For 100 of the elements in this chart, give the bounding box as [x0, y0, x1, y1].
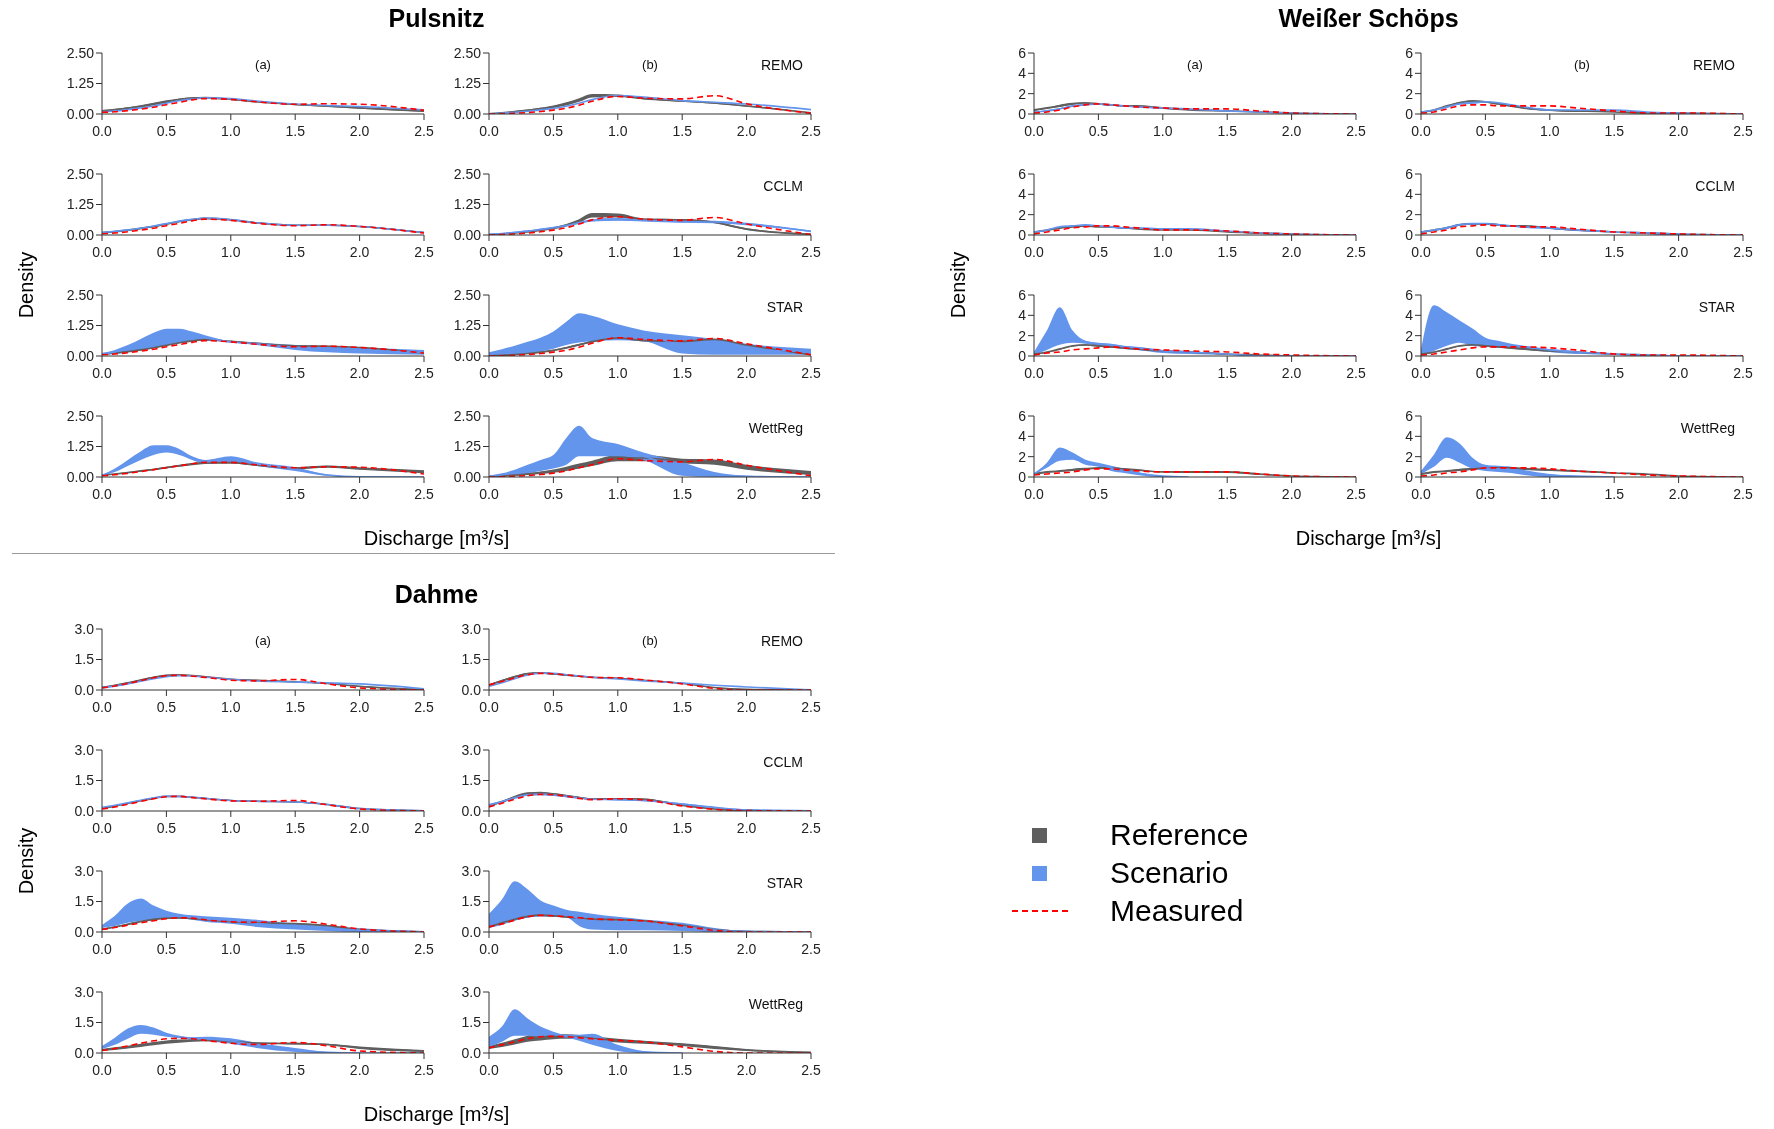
x-tick-label: 2.5 — [801, 1061, 821, 1078]
x-tick-label: 2.5 — [1733, 485, 1753, 502]
y-tick-label: 1.25 — [453, 317, 482, 334]
y-tick-label: 0.00 — [66, 468, 95, 485]
x-tick-label: 1.5 — [672, 243, 693, 260]
x-tick-label: 1.0 — [608, 243, 628, 260]
y-tick-label: 0.00 — [453, 347, 482, 364]
y-tick-label: 0 — [1405, 105, 1414, 122]
x-tick-label: 1.5 — [285, 698, 306, 715]
y-tick-label: 4 — [1018, 307, 1027, 324]
x-tick-label: 0.5 — [543, 819, 564, 836]
x-tick-label: 0.5 — [543, 122, 564, 139]
annotation: CCLM — [763, 754, 803, 770]
x-tick-label: 1.5 — [285, 940, 306, 957]
y-tick-label: 0 — [1405, 468, 1414, 485]
x-tick-label: 2.0 — [736, 243, 757, 260]
x-tick-label: 2.5 — [414, 940, 434, 957]
x-tick-label: 0.5 — [543, 243, 564, 260]
y-tick-label: 6 — [1018, 407, 1027, 424]
y-tick-label: 2 — [1018, 448, 1027, 465]
y-tick-label: 0.0 — [461, 1044, 482, 1061]
x-tick-label: 1.5 — [1217, 485, 1238, 502]
x-tick-label: 2.5 — [801, 122, 821, 139]
x-tick-label: 1.0 — [221, 940, 241, 957]
x-tick-label: 2.5 — [801, 364, 821, 381]
x-tick-label: 2.5 — [414, 698, 434, 715]
y-tick-label: 3.0 — [461, 620, 482, 637]
x-tick-label: 0.5 — [156, 243, 177, 260]
annotation: STAR — [766, 299, 803, 315]
y-tick-label: 2 — [1405, 85, 1414, 102]
y-tick-label: 2 — [1405, 327, 1414, 344]
y-tick-label: 0.00 — [66, 105, 95, 122]
x-tick-label: 0.5 — [1475, 122, 1496, 139]
x-tick-label: 0.5 — [543, 1061, 564, 1078]
y-tick-label: 4 — [1018, 428, 1027, 445]
y-tick-label: 6 — [1405, 286, 1414, 303]
annotation: STAR — [1698, 299, 1735, 315]
x-tick-label: 0.0 — [479, 940, 499, 957]
x-tick-label: 1.0 — [608, 819, 628, 836]
chart-title: Pulsnitz — [387, 4, 486, 33]
y-tick-label: 1.25 — [453, 75, 482, 92]
y-tick-label: 1.5 — [461, 772, 482, 789]
x-tick-label: 2.0 — [736, 940, 757, 957]
x-tick-label: 0.5 — [1475, 364, 1496, 381]
y-tick-label: 1.25 — [66, 196, 95, 213]
y-tick-label: 3.0 — [461, 983, 482, 1000]
x-axis-title: Discharge [m³/s] — [362, 527, 511, 550]
y-tick-label: 3.0 — [461, 862, 482, 879]
legend-label: Reference — [1110, 818, 1249, 852]
x-tick-label: 1.5 — [285, 364, 306, 381]
x-tick-label: 2.0 — [349, 940, 370, 957]
y-tick-label: 4 — [1405, 428, 1414, 445]
y-tick-label: 3.0 — [74, 620, 95, 637]
x-tick-label: 0.5 — [543, 364, 564, 381]
x-tick-label: 0.0 — [479, 243, 499, 260]
x-tick-label: 1.0 — [1540, 485, 1560, 502]
y-tick-label: 1.5 — [461, 651, 482, 668]
x-tick-label: 2.5 — [414, 819, 434, 836]
x-tick-label: 2.5 — [801, 485, 821, 502]
x-tick-label: 1.0 — [1540, 364, 1560, 381]
annotation: (b) — [641, 57, 659, 72]
y-tick-label: 0.0 — [74, 1044, 95, 1061]
x-tick-label: 2.5 — [1733, 122, 1753, 139]
y-axis-title: Density — [14, 251, 38, 319]
x-tick-label: 0.0 — [479, 698, 499, 715]
annotation: REMO — [761, 57, 803, 73]
y-tick-label: 4 — [1018, 65, 1027, 82]
x-tick-label: 0.5 — [543, 940, 564, 957]
x-tick-label: 1.0 — [608, 698, 628, 715]
y-tick-label: 2.50 — [66, 44, 95, 61]
x-tick-label: 1.5 — [672, 819, 693, 836]
y-tick-label: 4 — [1405, 186, 1414, 203]
y-tick-label: 6 — [1018, 44, 1027, 61]
x-tick-label: 0.0 — [479, 819, 499, 836]
x-tick-label: 1.5 — [1604, 485, 1625, 502]
x-tick-label: 2.0 — [736, 122, 757, 139]
x-tick-label: 2.0 — [736, 1061, 757, 1078]
annotation: (a) — [254, 57, 272, 72]
x-tick-label: 1.5 — [1217, 364, 1238, 381]
y-tick-label: 1.25 — [453, 438, 482, 455]
annotation: CCLM — [1695, 178, 1735, 194]
y-tick-label: 0.0 — [74, 802, 95, 819]
y-tick-label: 2.50 — [453, 286, 482, 303]
y-tick-label: 3.0 — [461, 741, 482, 758]
y-tick-label: 0.00 — [66, 226, 95, 243]
x-tick-label: 0.5 — [1088, 364, 1109, 381]
y-tick-label: 0 — [1018, 105, 1027, 122]
y-tick-label: 0 — [1405, 226, 1414, 243]
x-tick-label: 0.0 — [92, 1061, 112, 1078]
x-axis-title: Discharge [m³/s] — [1294, 527, 1443, 550]
y-tick-label: 6 — [1018, 165, 1027, 182]
x-tick-label: 2.5 — [414, 485, 434, 502]
x-tick-label: 0.0 — [92, 819, 112, 836]
x-tick-label: 0.0 — [479, 122, 499, 139]
x-tick-label: 1.0 — [1540, 243, 1560, 260]
x-tick-label: 2.0 — [349, 698, 370, 715]
y-tick-label: 3.0 — [74, 862, 95, 879]
x-tick-label: 2.0 — [736, 819, 757, 836]
x-tick-label: 2.0 — [349, 1061, 370, 1078]
chart-title: Weißer Schöps — [1277, 4, 1460, 33]
